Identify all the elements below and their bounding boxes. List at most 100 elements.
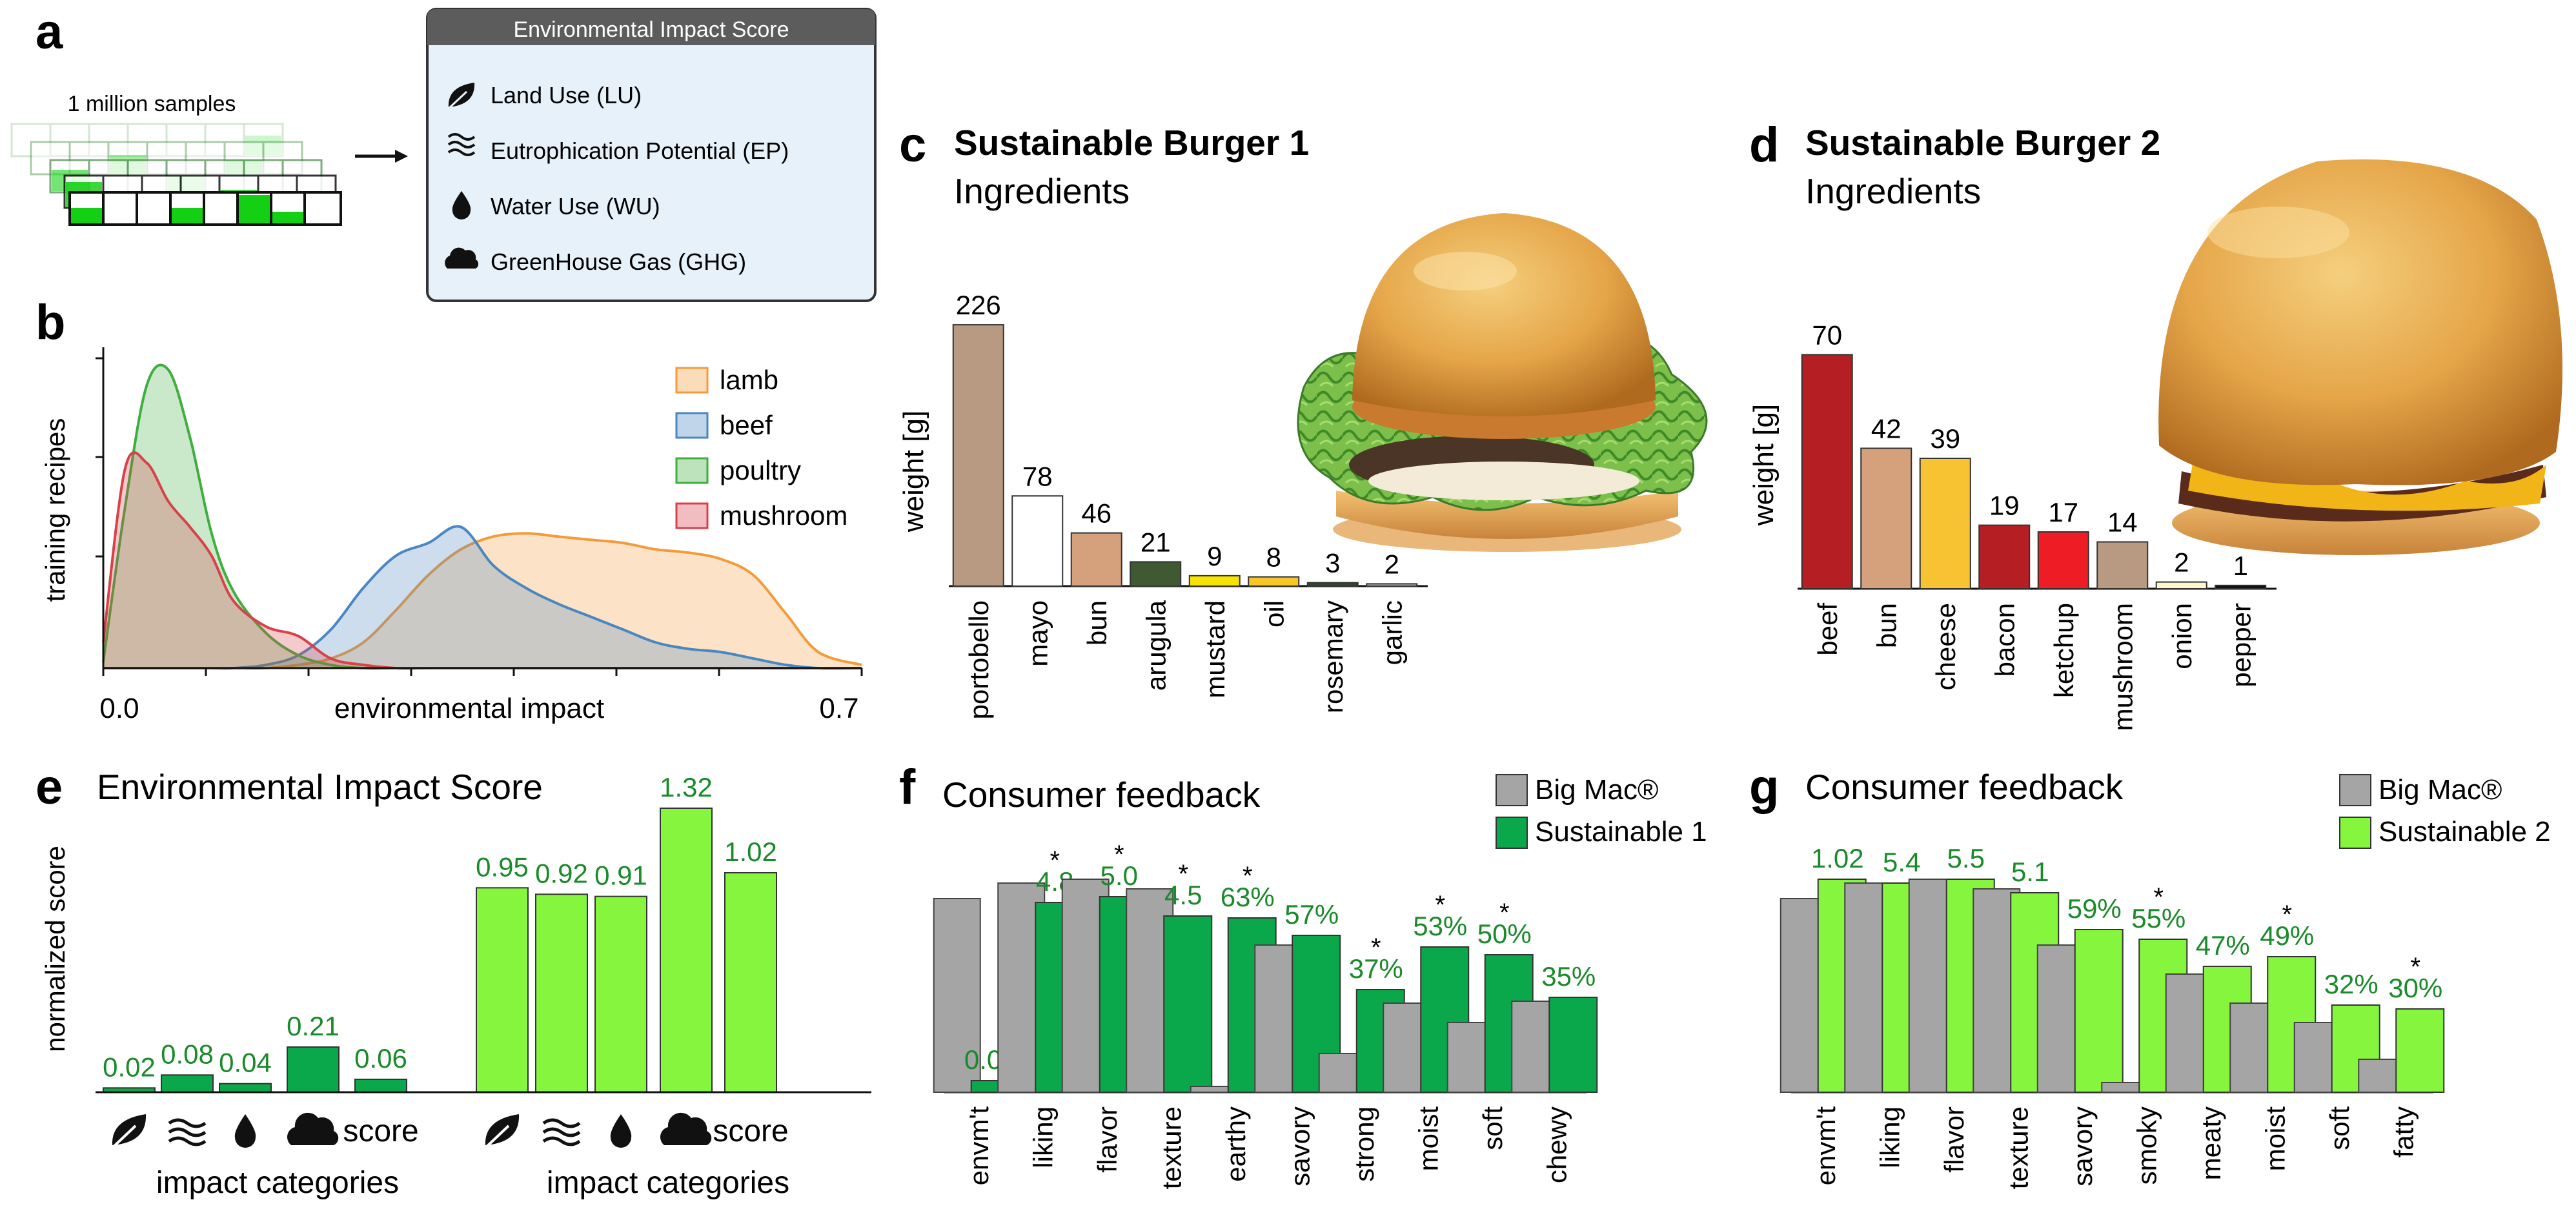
bar-mustard xyxy=(1188,575,1241,587)
bar-rosemary xyxy=(1306,582,1359,587)
e-bar-label-2-waves-icon: 0.92 xyxy=(535,858,588,888)
bar-garlic xyxy=(1366,583,1418,587)
significance-star-fatty: * xyxy=(2410,953,2420,981)
tick-label-texture: texture xyxy=(1156,1106,1186,1189)
data-label-envm't: 1.02 xyxy=(1811,843,1864,873)
tick-label-cheese: cheese xyxy=(1931,603,1961,690)
f-legend-swatch-sustainable xyxy=(1496,817,1528,849)
tick-label-earthy: earthy xyxy=(1221,1106,1251,1182)
b-xlabel: environmental impact xyxy=(334,693,604,724)
data-label-savory: 59% xyxy=(2067,893,2122,924)
e-bar-label-2-cloud-icon: 1.32 xyxy=(660,772,713,802)
legend-label-beef: beef xyxy=(720,410,773,440)
bar-value-bun: 46 xyxy=(1081,498,1111,529)
burger-photo-1 xyxy=(1297,213,1708,552)
data-label-fatty: 30% xyxy=(2388,973,2442,1003)
e-bar-2-waves-icon xyxy=(535,893,588,1094)
e-bar-label-2-leaf-icon: 0.95 xyxy=(476,851,529,882)
tick-label-soft: soft xyxy=(1477,1106,1508,1150)
panel-letter-c: c xyxy=(899,117,926,172)
impact-item-greenhouse-gas: GreenHouse Gas (GHG) xyxy=(491,249,746,275)
tick-label-envm't: envm't xyxy=(1810,1106,1841,1186)
tick-label-pepper: pepper xyxy=(2226,603,2256,687)
bar-beef xyxy=(1801,354,1853,590)
g-legend: Big Mac® Sustainable 2 xyxy=(2339,774,2551,849)
f-legend-bigmac: Big Mac® xyxy=(1535,774,1658,806)
tick-label-onion: onion xyxy=(2167,603,2197,669)
e-bar-label-1-score: 0.06 xyxy=(354,1043,407,1074)
leaf-icon xyxy=(446,83,475,111)
bar-value-bun: 42 xyxy=(1871,413,1902,443)
tick-label-flavor: flavor xyxy=(1939,1106,1969,1173)
axis-left-b xyxy=(96,347,863,676)
tick-label-soft: soft xyxy=(2324,1106,2355,1150)
bar-mayo xyxy=(1011,495,1064,587)
tick-label-bun: bun xyxy=(1082,600,1112,646)
chart-c-bars: 226 portobello 78 mayo 46 bun 21 arugula 9 mustar… xyxy=(949,290,1428,719)
tick-label-mayo: mayo xyxy=(1022,600,1053,667)
bar-value-bacon: 19 xyxy=(1989,491,2020,521)
significance-star-liking: * xyxy=(1050,846,1060,875)
bar-sustainable-savory xyxy=(2074,929,2124,1093)
panel-g: Consumer feedback 1.02 envm't 5.4 liking 5.5… xyxy=(1780,767,2551,1189)
legend-swatch-beef xyxy=(675,412,709,439)
bar-sustainable-chewy xyxy=(1548,997,1598,1093)
data-label-soft: 50% xyxy=(1477,919,1532,949)
waves-icon xyxy=(542,1118,581,1146)
impact-box-title: Environmental Impact Score xyxy=(513,17,789,42)
tick-label-liking: liking xyxy=(1028,1106,1058,1168)
panel-letter-f: f xyxy=(899,760,916,815)
chart-d-bars: 70 beef 42 bun 39 cheese 19 bacon 17 ketchup 14 mus… xyxy=(1798,320,2277,731)
significance-star-soft: * xyxy=(1499,899,1510,927)
bar-bun xyxy=(1070,532,1122,587)
significance-star-earthy: * xyxy=(1242,862,1253,890)
panel-e: Environmental Impact Score normalized sc… xyxy=(40,767,871,1200)
tick-label-strong: strong xyxy=(1349,1106,1379,1182)
bar-value-ketchup: 17 xyxy=(2048,497,2078,527)
bar-value-arugula: 21 xyxy=(1141,527,1171,557)
data-label-flavor: 5.5 xyxy=(1947,843,1985,873)
data-label-moist: 49% xyxy=(2260,921,2314,951)
e-bar-1-drop-icon xyxy=(219,1083,272,1093)
bar-bigmac-envm't xyxy=(933,898,981,1093)
chart-f-bars: 0.06envm't4.8*liking5.0*flavor4.5*textur… xyxy=(933,840,1598,1189)
e-score-label-1: score xyxy=(343,1114,418,1148)
c-title: Sustainable Burger 1 xyxy=(954,123,1309,163)
tick-label-mustard: mustard xyxy=(1200,600,1230,698)
e-category-icons: score score xyxy=(110,1112,789,1150)
bar-value-portobello: 226 xyxy=(956,290,1001,320)
e-bar-label-1-waves-icon: 0.08 xyxy=(161,1039,214,1069)
c-subtitle: Ingredients xyxy=(954,171,1130,211)
f-legend-sustainable: Sustainable 1 xyxy=(1535,816,1707,848)
bar-sustainable-fatty xyxy=(2395,1008,2445,1093)
f-legend: Big Mac® Sustainable 1 xyxy=(1496,774,1707,849)
sample-grid-stack xyxy=(10,123,342,226)
impact-score-box: Environmental Impact Score Land Use (LU)… xyxy=(426,8,877,302)
tick-label-oil: oil xyxy=(1259,600,1289,627)
significance-star-strong: * xyxy=(1371,933,1381,962)
tick-label-savory: savory xyxy=(2067,1106,2098,1186)
tick-label-bacon: bacon xyxy=(1989,603,2020,677)
e-bar-label-2-drop-icon: 0.91 xyxy=(594,860,647,891)
leaf-icon xyxy=(483,1114,520,1150)
significance-star-texture: * xyxy=(1178,860,1188,888)
tick-label-flavor: flavor xyxy=(1092,1106,1122,1173)
data-label-chewy: 35% xyxy=(1541,961,1596,992)
tick-label-rosemary: rosemary xyxy=(1318,600,1348,713)
bar-ketchup xyxy=(2037,531,2089,590)
legend-label-mushroom: mushroom xyxy=(720,500,847,531)
bar-mushroom xyxy=(2096,541,2149,589)
b-legend: lamb beef poultry mushroom xyxy=(675,365,847,531)
tick-label-garlic: garlic xyxy=(1377,600,1407,665)
arrow-icon xyxy=(355,150,408,163)
data-label-moist: 53% xyxy=(1413,911,1467,941)
impact-item-eutrophication: Eutrophication Potential (EP) xyxy=(491,137,789,164)
bar-pepper xyxy=(2215,584,2267,589)
tick-label-chewy: chewy xyxy=(1541,1106,1572,1183)
density-area-beef xyxy=(103,526,862,669)
e-title: Environmental Impact Score xyxy=(97,767,543,807)
b-ylabel: training recipes xyxy=(40,418,70,602)
density-area-poultry xyxy=(103,365,862,669)
d-ylabel: weight [g] xyxy=(1748,404,1780,526)
